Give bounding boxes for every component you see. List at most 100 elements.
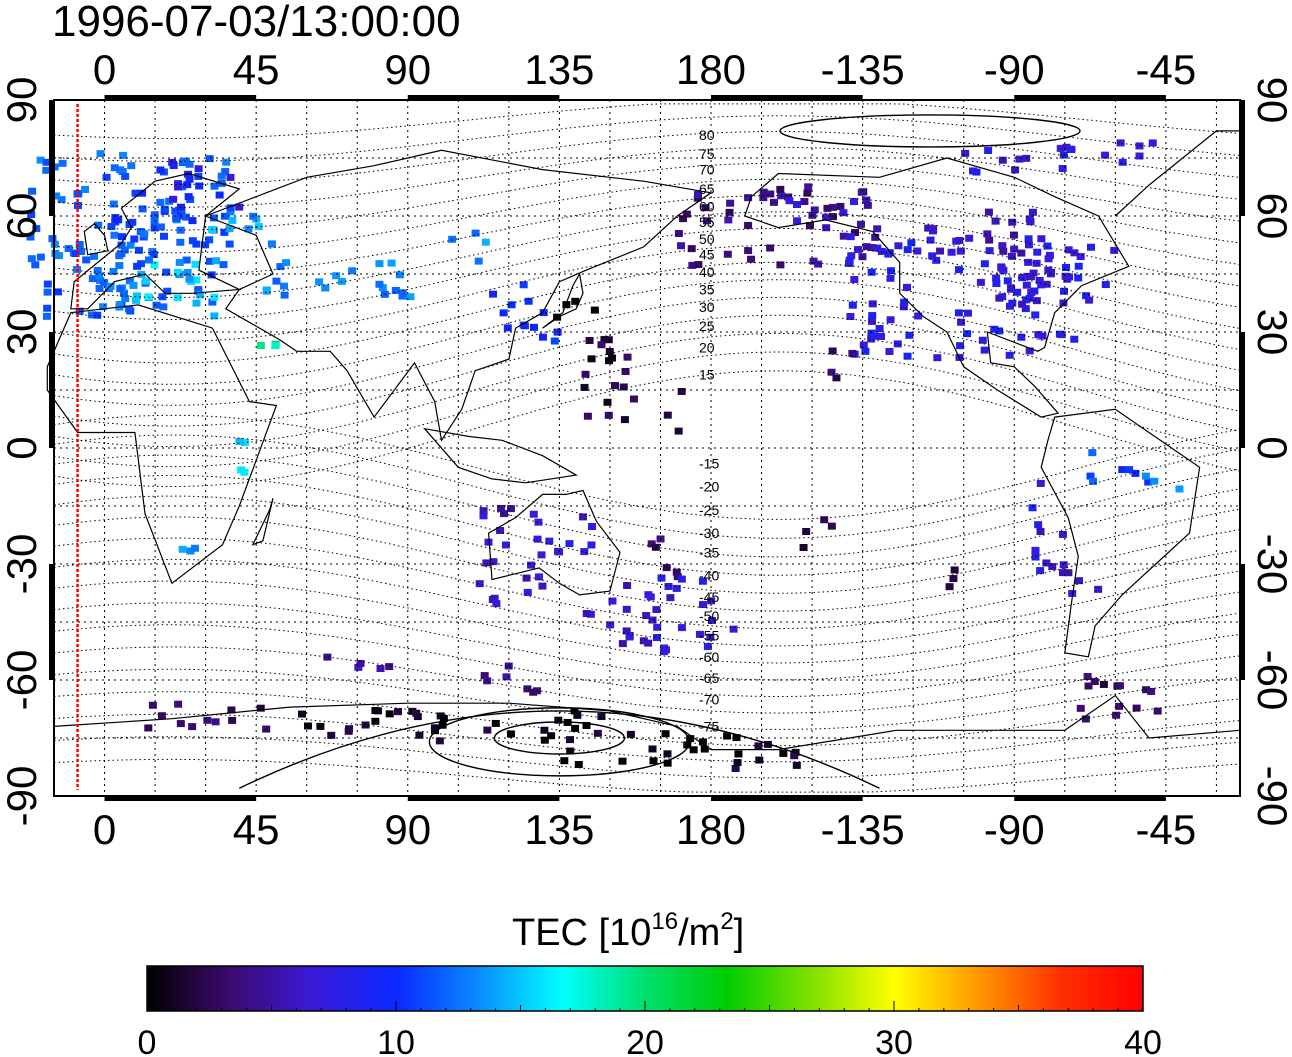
tec-cell (507, 301, 516, 309)
tec-cell (1076, 253, 1085, 261)
tec-cell (220, 212, 229, 220)
tec-cell (529, 510, 538, 518)
tec-cell (724, 216, 733, 224)
tec-cell (694, 191, 703, 199)
tec-cell (847, 252, 856, 260)
tec-cell (726, 199, 735, 207)
tec-cell (280, 291, 289, 299)
tec-cell (1005, 351, 1014, 359)
tec-cell (649, 757, 658, 765)
colorbar-ticks: 0 10 20 30 40 (138, 1001, 1162, 1057)
longitude-tick-label: 0 (93, 46, 116, 93)
tec-cell (646, 593, 655, 601)
tec-cell (217, 172, 226, 180)
tec-cell (171, 207, 180, 215)
tec-cell (226, 204, 235, 212)
tec-cell (873, 244, 882, 252)
tec-cell (156, 223, 165, 231)
tec-cell (222, 158, 231, 166)
tec-cell (725, 208, 734, 216)
tec-cell (933, 354, 942, 362)
mag-lat-contour (53, 211, 1241, 299)
tec-cell (905, 331, 914, 339)
tec-cell (158, 293, 167, 301)
tec-cell (744, 194, 753, 202)
tec-cell (415, 731, 424, 739)
tec-cell (829, 213, 838, 221)
tec-cell (1115, 702, 1124, 710)
tec-cell (188, 723, 197, 731)
tec-cell (354, 663, 363, 671)
mag-lat-label: 25 (699, 318, 715, 334)
tec-cell (623, 582, 632, 590)
tec-cell (173, 268, 182, 276)
tec-cell (117, 250, 126, 258)
tec-cell (133, 262, 142, 270)
tec-cell (605, 357, 614, 365)
tec-cell (1101, 281, 1110, 289)
latitude-tick-label: 60 (0, 193, 45, 240)
tec-cell (822, 224, 831, 232)
tec-cell (928, 252, 937, 260)
tec-cell (174, 180, 183, 188)
mag-lat-label: -55 (699, 628, 719, 644)
tec-cell (832, 374, 841, 382)
latitude-tick-label: -60 (1249, 650, 1292, 711)
tec-cell (537, 551, 546, 559)
mag-lat-contour (53, 279, 1241, 385)
tec-cell (792, 761, 801, 769)
tec-cell (185, 175, 194, 183)
tec-cell (1029, 269, 1038, 277)
africa-coast (46, 304, 278, 585)
mag-lat-contour (53, 314, 1241, 427)
tec-cell (629, 395, 638, 403)
tec-cell (1025, 294, 1034, 302)
tec-cell (219, 261, 228, 269)
tec-cell (117, 241, 126, 249)
tec-cell (1018, 300, 1027, 308)
tec-cell (586, 610, 595, 618)
tec-cell (36, 253, 45, 261)
tec-cell (1021, 305, 1030, 313)
tec-cell (1056, 144, 1065, 152)
tec-cell (1025, 215, 1034, 223)
tec-cell (674, 427, 683, 435)
tec-cell (1035, 276, 1044, 284)
latitude-ticks-left: 90 60 30 0 -30 -60 -90 (0, 77, 45, 827)
tec-cell (142, 277, 151, 285)
tec-cell (172, 214, 181, 222)
tec-cell (664, 582, 673, 590)
tec-cell (207, 271, 216, 279)
tec-cell (677, 242, 686, 250)
tec-cell (162, 268, 171, 276)
tec-cell (31, 261, 40, 269)
tec-cell (1003, 277, 1012, 285)
tec-cell (227, 706, 236, 714)
tec-cell (64, 245, 73, 253)
mag-lat-label: 40 (699, 264, 715, 280)
latitude-ticks-right: 90 60 30 0 -30 -60 -90 (1249, 77, 1292, 827)
mag-lat-contour (53, 244, 1241, 342)
tec-cell (539, 309, 548, 317)
mag-lat-label: 30 (699, 299, 715, 315)
tec-cell (560, 757, 569, 765)
tec-cell (597, 341, 606, 349)
tec-cell (707, 597, 716, 605)
tec-cell (240, 439, 249, 447)
tec-cell (976, 278, 985, 286)
tec-cell (1150, 477, 1159, 485)
tec-cell (71, 250, 80, 258)
tec-cell (1032, 259, 1041, 267)
colorbar-tick-label: 30 (875, 1024, 913, 1057)
tec-cell (1059, 299, 1068, 307)
tec-cell (877, 247, 886, 255)
tec-cell (152, 301, 161, 309)
tec-cell (693, 194, 702, 202)
tec-cell (618, 640, 627, 648)
tec-cell (499, 510, 508, 518)
tec-cell (877, 333, 886, 341)
tec-cell (484, 538, 493, 546)
tec-cell (1038, 332, 1047, 340)
tec-cell (1060, 287, 1069, 295)
tec-cell (131, 296, 140, 304)
